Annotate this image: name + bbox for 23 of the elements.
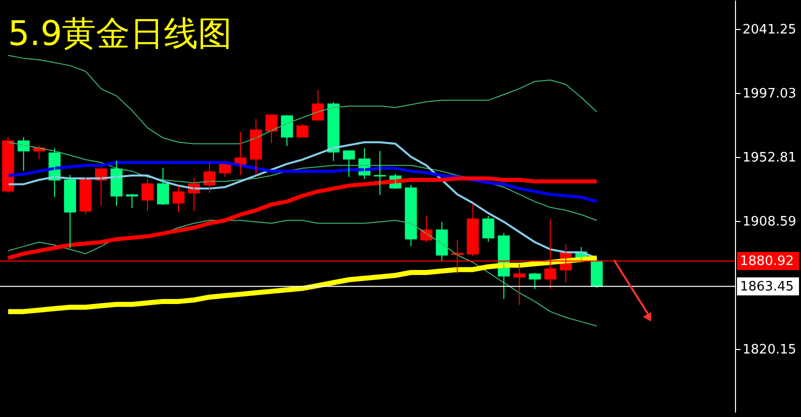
candlestick: [528, 272, 541, 290]
candlestick: [404, 184, 417, 247]
ref-line-label: 1880.92: [740, 254, 794, 270]
candlestick: [342, 150, 355, 178]
line-series: [8, 142, 598, 221]
chart-title: 5.9黄金日线图: [8, 14, 232, 54]
ref-line-label: 1863.45: [740, 279, 794, 294]
candlestick: [296, 124, 308, 138]
y-tick-label: 1820.15: [742, 342, 796, 358]
candlestick: [482, 215, 494, 242]
y-tick-label: 1952.81: [742, 150, 796, 166]
candlestick: [142, 178, 154, 212]
candlestick: [513, 263, 526, 306]
line-series: [8, 54, 598, 144]
candlestick: [126, 193, 138, 208]
candlestick: [374, 150, 386, 196]
candlestick: [157, 168, 170, 206]
y-tick-label: 2041.25: [742, 22, 796, 38]
y-tick-label: 1997.03: [742, 86, 796, 102]
candlestick: [466, 203, 479, 256]
candlestick: [172, 185, 185, 213]
candlestick: [64, 174, 76, 248]
y-tick-label: 1908.59: [742, 214, 796, 230]
